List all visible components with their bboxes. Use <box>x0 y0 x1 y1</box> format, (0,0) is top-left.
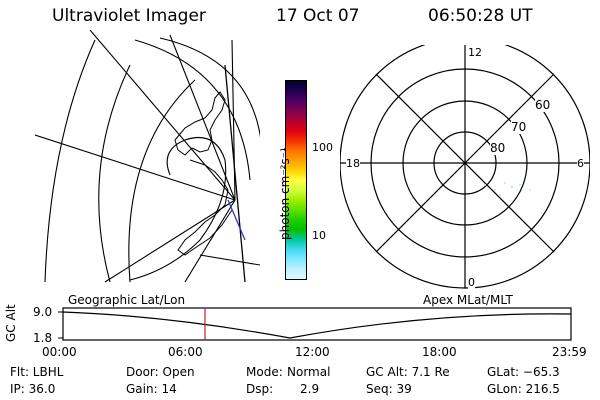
mlt-label-12: 12 <box>468 46 482 59</box>
mode-key: Mode: <box>246 365 283 379</box>
date-label: 17 Oct 07 <box>276 6 360 26</box>
lon-line <box>104 199 236 283</box>
altitude-curve <box>62 311 572 339</box>
color-scale-bar <box>285 80 307 280</box>
lat-circle <box>134 39 251 181</box>
time-tick-18: 18:00 <box>422 345 457 359</box>
coastline <box>177 159 233 256</box>
glat-info: GLat: −65.3 <box>487 365 560 379</box>
colorbar-tick-100: 100 <box>312 141 333 154</box>
altitude-ylabel: GC Alt <box>4 304 18 342</box>
glon-info: GLon: 216.5 <box>487 382 560 396</box>
seq-info: Seq: 39 <box>366 382 412 396</box>
mlt-label-6: 6 <box>577 157 584 170</box>
mlt-label-18: 18 <box>346 157 360 170</box>
lat-circle <box>129 136 227 281</box>
altitude-tick-9: 9.0 <box>33 305 53 319</box>
gain-info: Gain: 14 <box>126 382 177 396</box>
lon-line <box>89 30 236 201</box>
time-label: 06:50:28 UT <box>428 6 533 26</box>
dsp-key: Dsp: <box>246 382 274 396</box>
lat-label-60: 60 <box>535 98 551 112</box>
lat-circle <box>98 64 131 283</box>
colorbar-tick-10: 10 <box>312 229 326 242</box>
lat-circle <box>44 39 96 283</box>
lon-line <box>35 134 236 201</box>
mlt-label-0: 0 <box>468 276 475 289</box>
door-info: Door: Open <box>126 365 195 379</box>
lat-label-80: 80 <box>490 141 506 155</box>
coastline <box>174 91 226 156</box>
ip-info: IP: 36.0 <box>10 382 56 396</box>
footprint-edge <box>199 254 260 266</box>
lat-circle <box>128 79 196 283</box>
lat-label-70: 70 <box>511 120 527 134</box>
time-tick-06: 06:00 <box>168 345 203 359</box>
instrument-title: Ultraviolet Imager <box>52 6 206 26</box>
time-tick-00: 00:00 <box>42 345 77 359</box>
time-tick-12: 12:00 <box>295 345 330 359</box>
lon-line <box>169 34 236 201</box>
filter-info: Flt: LBHL <box>10 365 64 379</box>
apex-caption: Apex MLat/MLT <box>423 293 513 307</box>
footprint-edge <box>224 64 246 283</box>
time-tick-2359: 23:59 <box>552 345 587 359</box>
colorbar-unit-label: photon cm⁻²s⁻¹ <box>278 147 292 240</box>
dsp-value: 2.9 <box>300 382 320 396</box>
altitude-tick-1-8: 1.8 <box>33 331 53 345</box>
mlt-diagonal <box>375 73 555 253</box>
mode-value: Normal <box>287 365 331 379</box>
geographic-caption: Geographic Lat/Lon <box>68 293 186 307</box>
lon-line <box>184 199 236 283</box>
orbit-track <box>227 199 246 241</box>
altitude-timeline <box>58 307 572 341</box>
polar-mlt-plot <box>340 45 590 289</box>
timeline-frame <box>62 307 572 341</box>
gc-alt-info: GC Alt: 7.1 Re <box>366 365 450 379</box>
